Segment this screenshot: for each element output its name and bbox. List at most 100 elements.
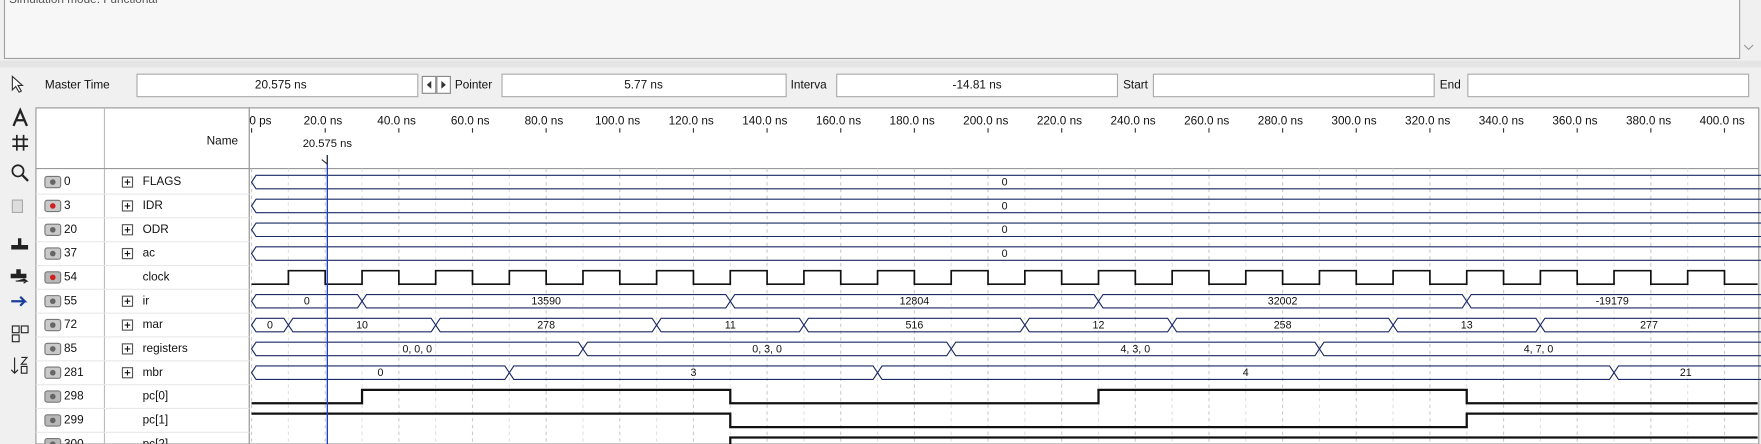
bus-value: 11 <box>725 319 736 331</box>
signal-rows: 0 FLAGS 0 3 IDR 0 20 ODR 0 37 ac 0 54 clock 55 ir 0 13590… <box>35 138 1761 444</box>
bus-value: 13590 <box>531 296 561 308</box>
bus-segment <box>250 222 1761 238</box>
signal-id: 37 <box>64 247 77 260</box>
text-tool[interactable] <box>12 107 28 127</box>
signal-id: 85 <box>64 342 78 355</box>
bit-wave <box>251 388 1758 405</box>
bus-value: 516 <box>905 319 923 331</box>
master-time-label: Master Time <box>45 79 110 92</box>
end-box[interactable] <box>1467 73 1750 98</box>
expand-plus <box>124 179 131 185</box>
bus-value: 32002 <box>1268 296 1298 308</box>
signal-id: 0 <box>64 175 71 188</box>
zoom-handle <box>21 174 29 182</box>
select-tool[interactable] <box>11 75 24 93</box>
ruler-label: 0 ps <box>249 115 271 128</box>
start-box[interactable] <box>1152 73 1435 98</box>
scroll-down[interactable] <box>1743 44 1754 51</box>
ruler-label: 60.0 ns <box>451 115 490 128</box>
bus-value: 258 <box>1274 319 1292 331</box>
expand-plus <box>124 298 131 305</box>
master-time-value: 20.575 ns <box>255 79 307 92</box>
bus-segment <box>1171 317 1394 333</box>
group-tool[interactable] <box>11 325 20 334</box>
signal-icon-dot <box>49 346 56 352</box>
signal-name: FLAGS <box>143 175 182 188</box>
copy-tool[interactable] <box>11 199 24 214</box>
signal-id: 54 <box>64 271 78 284</box>
ruler-label: 140.0 ns <box>742 115 787 128</box>
bus-segment <box>1539 317 1761 333</box>
bus-value: 0, 3, 0 <box>752 343 782 355</box>
group-tool-3 <box>11 334 20 343</box>
prev-arrow <box>426 80 432 89</box>
find-tool[interactable] <box>11 238 29 250</box>
bus-segment <box>250 365 511 381</box>
pointer-box[interactable] <box>501 73 787 98</box>
interval-box[interactable] <box>836 73 1119 98</box>
replace-tool[interactable] <box>10 269 29 284</box>
waveform-tool[interactable] <box>12 134 29 151</box>
bus-value: 12804 <box>900 296 930 308</box>
signal-name: ODR <box>143 223 169 236</box>
signal-icon-dot <box>49 322 56 328</box>
bus-value: 277 <box>1640 319 1658 331</box>
signal-name: pc[1] <box>143 414 169 427</box>
ruler-label: 260.0 ns <box>1184 115 1229 128</box>
ruler-label: 280.0 ns <box>1258 115 1303 128</box>
signal-icon-dot <box>49 298 56 305</box>
ruler-label: 300.0 ns <box>1331 115 1376 128</box>
zoom-tool[interactable] <box>11 164 25 178</box>
signal-id: 72 <box>64 318 77 331</box>
bus-segment <box>435 317 658 333</box>
interval-value: -14.81 ns <box>953 79 1002 92</box>
signal-id: 298 <box>64 390 84 403</box>
bus-value: -19179 <box>1596 296 1629 308</box>
master-time-box[interactable] <box>136 73 419 98</box>
ruler-label: 340.0 ns <box>1479 115 1524 128</box>
tool-icons <box>10 107 29 374</box>
interval-label: Interva <box>791 79 827 92</box>
bus-value: 0, 0, 0 <box>402 343 432 355</box>
signal-id: 55 <box>64 294 78 307</box>
bus-segment <box>1318 341 1761 357</box>
sort-tool[interactable] <box>10 356 29 374</box>
ruler-label: 380.0 ns <box>1626 115 1671 128</box>
signal-name: ac <box>143 247 156 260</box>
bit-wave <box>729 436 1758 444</box>
ruler-label: 200.0 ns <box>963 115 1008 128</box>
ruler-label: 320.0 ns <box>1405 115 1450 128</box>
bus-segment <box>803 317 1026 333</box>
ruler-label: 40.0 ns <box>377 115 416 128</box>
ruler-label: 160.0 ns <box>816 115 861 128</box>
signal-id: 20 <box>64 223 78 236</box>
signal-icon-dot <box>49 250 56 257</box>
name-panel <box>35 107 250 444</box>
signal-name: mbr <box>143 366 163 379</box>
splitter[interactable] <box>0 60 1761 68</box>
bus-segment <box>1613 365 1761 381</box>
signal-id: 281 <box>64 366 84 379</box>
name-header: Name <box>207 135 239 148</box>
bus-segment <box>876 365 1615 381</box>
signal-icon-dot <box>49 226 56 233</box>
bus-segment <box>250 341 584 357</box>
bus-value: 0 <box>1002 176 1008 188</box>
ruler-label: 360.0 ns <box>1552 115 1597 128</box>
bus-segment <box>1466 293 1761 309</box>
bus-value: 12 <box>1093 319 1105 331</box>
bus-value: 4 <box>1243 367 1249 379</box>
signal-name: pc[0] <box>143 390 169 403</box>
bus-value: 0 <box>1002 224 1008 236</box>
bit-wave <box>251 412 1758 429</box>
goto-tool[interactable] <box>11 295 28 307</box>
signal-icon-dot <box>49 393 56 400</box>
signal-name: pc[2] <box>143 437 169 444</box>
bus-segment <box>1024 317 1173 333</box>
pointer-value: 5.77 ns <box>624 79 663 92</box>
ruler-label: 20.0 ns <box>304 115 343 128</box>
signal-icon-dot <box>49 369 56 376</box>
signal-icon-dot <box>49 203 56 209</box>
